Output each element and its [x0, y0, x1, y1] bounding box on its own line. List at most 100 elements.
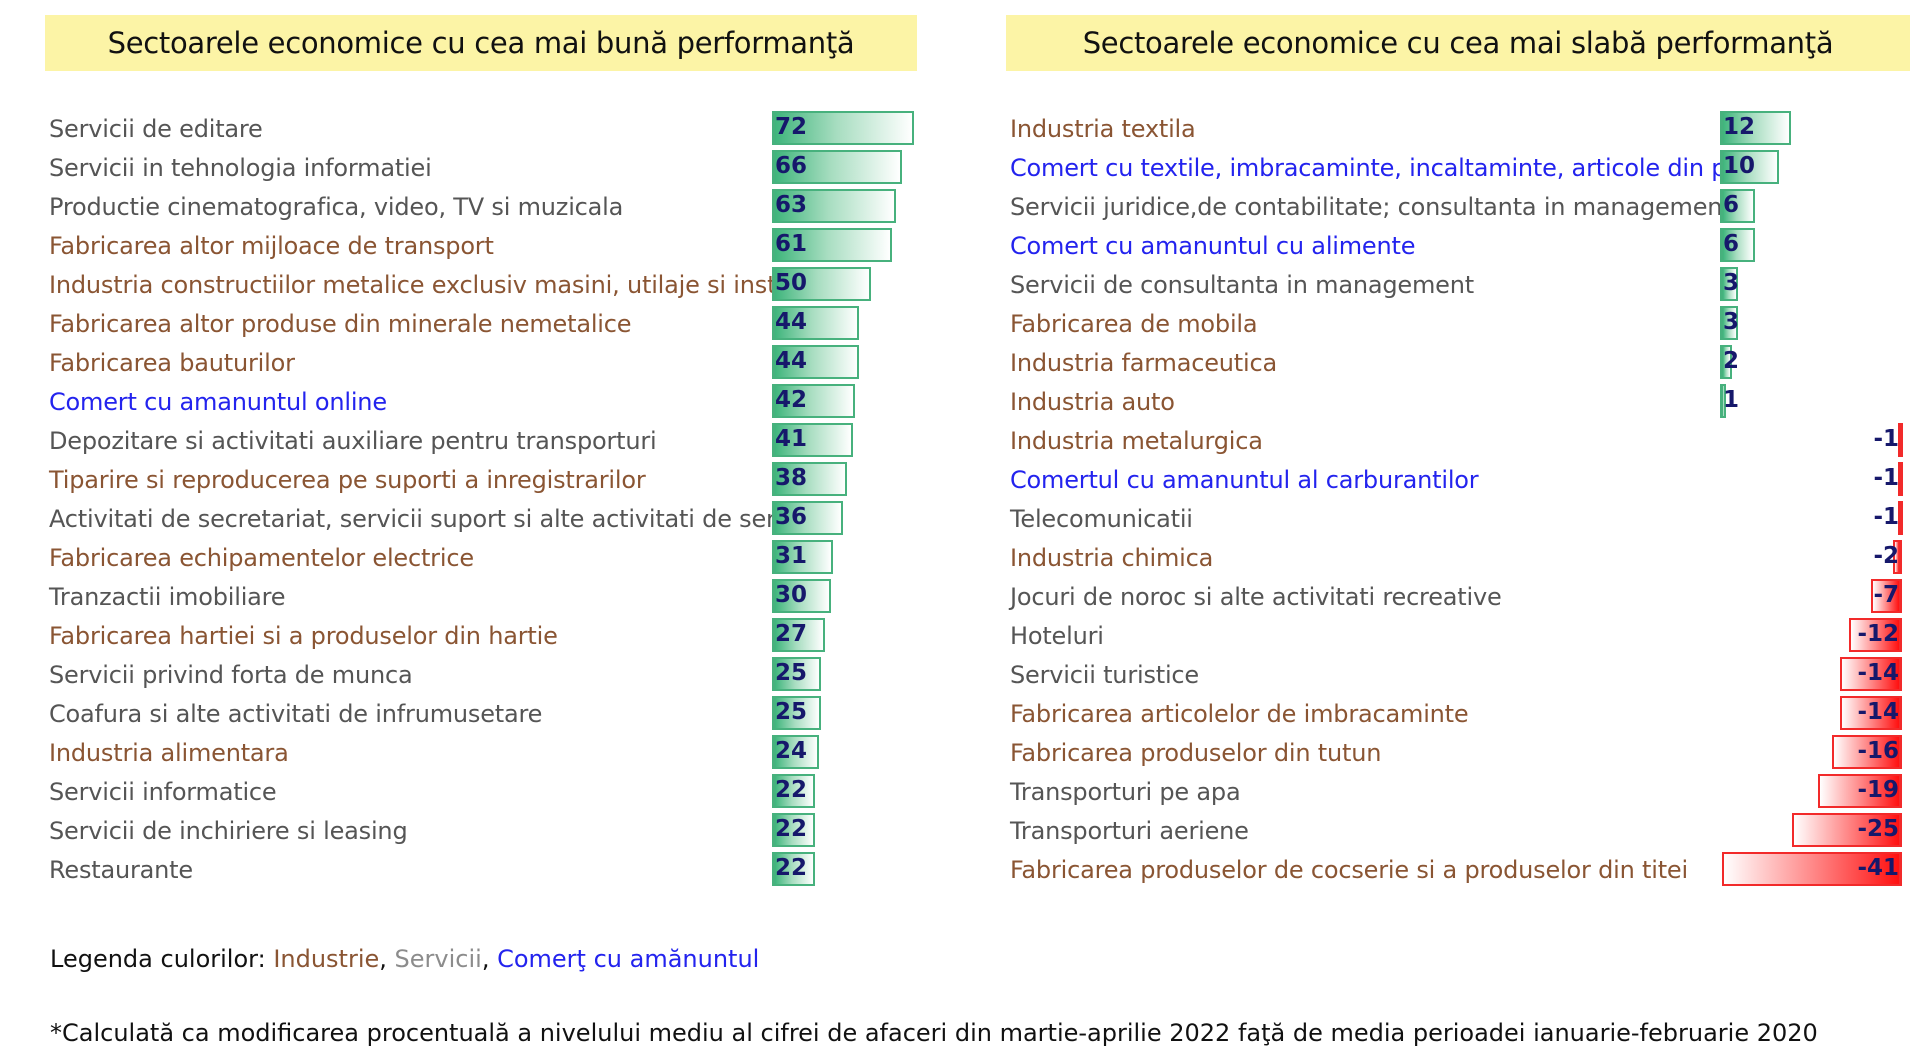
chart-row: Comert cu textile, imbracaminte, incalta…	[1006, 150, 1910, 189]
bar	[772, 423, 853, 457]
chart-row: Fabricarea altor mijloace de transport 61	[45, 228, 917, 267]
category-label: Fabricarea altor mijloace de transport	[49, 232, 494, 260]
category-label: Industria farmaceutica	[1010, 349, 1277, 377]
bar	[1720, 306, 1738, 340]
chart-row: Fabricarea produselor de cocserie si a p…	[1006, 852, 1910, 891]
chart-row: Servicii juridice,de contabilitate; cons…	[1006, 189, 1910, 228]
bar-value-label: -19	[1857, 777, 1899, 803]
bar	[772, 813, 816, 847]
chart-row: Productie cinematografica, video, TV si …	[45, 189, 917, 228]
bar-value-label: -14	[1857, 660, 1899, 686]
chart-row: Servicii informatice 22	[45, 774, 917, 813]
chart-row: Comert cu amanuntul cu alimente 6	[1006, 228, 1910, 267]
chart-row: Industria constructiilor metalice exclus…	[45, 267, 917, 306]
bar	[1831, 735, 1902, 769]
worst-performance-panel: Sectoarele economice cu cea mai slabă pe…	[1006, 15, 1910, 891]
category-label: Activitati de secretariat, servicii supo…	[49, 505, 823, 533]
category-label: Comert cu amanuntul cu alimente	[1010, 232, 1416, 260]
category-label: Productie cinematografica, video, TV si …	[49, 193, 624, 221]
category-label: Fabricarea hartiei si a produselor din h…	[49, 622, 558, 650]
bar-value-label: 22	[775, 816, 808, 842]
category-label: Comert cu amanuntul online	[49, 388, 387, 416]
bar	[1897, 501, 1903, 535]
category-label: Telecomunicatii	[1010, 505, 1193, 533]
bar	[772, 579, 832, 613]
chart-row: Industria textila 12	[1006, 111, 1910, 150]
category-label: Depozitare si activitati auxiliare pentr…	[49, 427, 657, 455]
chart-row: Transporturi aeriene -25	[1006, 813, 1910, 852]
bar-value-label: 2	[1723, 348, 1740, 374]
category-label: Comert cu textile, imbracaminte, incalta…	[1010, 154, 1769, 182]
bar-value-label: 6	[1723, 192, 1740, 218]
category-label: Industria alimentara	[49, 739, 289, 767]
worst-performance-title: Sectoarele economice cu cea mai slabă pe…	[1006, 15, 1910, 71]
legend-separator: ,	[379, 945, 395, 973]
chart-row: Fabricarea bauturilor 44	[45, 345, 917, 384]
bar-value-label: 72	[775, 114, 808, 140]
chart-row: Industria auto 1	[1006, 384, 1910, 423]
chart-row: Fabricarea altor produse din minerale ne…	[45, 306, 917, 345]
category-label: Restaurante	[49, 856, 193, 884]
bar	[1720, 228, 1756, 262]
bar	[772, 150, 903, 184]
bar-value-label: 63	[775, 192, 808, 218]
chart-row: Hoteluri -12	[1006, 618, 1910, 657]
category-label: Servicii in tehnologia informatiei	[49, 154, 432, 182]
bar	[1792, 813, 1902, 847]
chart-row: Activitati de secretariat, servicii supo…	[45, 501, 917, 540]
category-label: Servicii de inchiriere si leasing	[49, 817, 408, 845]
bar	[772, 618, 826, 652]
bar	[1871, 579, 1902, 613]
bar-value-label: 42	[775, 387, 808, 413]
bar	[772, 228, 893, 262]
bar-value-label: -25	[1857, 816, 1899, 842]
legend-prefix: Legenda culorilor:	[50, 945, 274, 973]
chart-row: Servicii de editare 72	[45, 111, 917, 150]
bar-value-label: -2	[1873, 543, 1899, 569]
legend-industrie: Industrie	[273, 945, 380, 973]
bar	[772, 540, 834, 574]
chart-row: Jocuri de noroc si alte activitati recre…	[1006, 579, 1910, 618]
bar	[1840, 657, 1902, 691]
bar-value-label: -12	[1857, 621, 1899, 647]
legend-comert: Comerţ cu amănuntul	[497, 945, 760, 973]
category-label: Industria textila	[1010, 115, 1196, 143]
bar-value-label: -1	[1873, 426, 1899, 452]
bar-value-label: 38	[775, 465, 808, 491]
bar-value-label: 25	[775, 699, 808, 725]
category-label: Hoteluri	[1010, 622, 1104, 650]
category-label: Servicii informatice	[49, 778, 277, 806]
bar-value-label: 61	[775, 231, 808, 257]
bar	[1897, 462, 1903, 496]
category-label: Servicii de consultanta in management	[1010, 271, 1474, 299]
bar	[1720, 189, 1756, 223]
bar	[1720, 345, 1732, 379]
bar-value-label: -14	[1857, 699, 1899, 725]
bar	[1720, 384, 1726, 418]
chart-row: Industria alimentara 24	[45, 735, 917, 774]
footnote: *Calculată ca modificarea procentuală a …	[50, 1019, 1818, 1047]
category-label: Fabricarea echipamentelor electrice	[49, 544, 474, 572]
chart-row: Coafura si alte activitati de infrumuset…	[45, 696, 917, 735]
bar-value-label: 3	[1723, 309, 1740, 335]
bar-value-label: 1	[1723, 387, 1740, 413]
bar-value-label: 10	[1723, 153, 1756, 179]
category-label: Servicii juridice,de contabilitate; cons…	[1010, 193, 1732, 221]
bar	[772, 657, 822, 691]
bar-value-label: 44	[775, 309, 808, 335]
bar	[772, 345, 859, 379]
bar-value-label: -41	[1857, 855, 1899, 881]
bar-value-label: 41	[775, 426, 808, 452]
bar	[772, 774, 816, 808]
chart-row: Industria metalurgica -1	[1006, 423, 1910, 462]
bar	[1840, 696, 1902, 730]
bar	[1897, 423, 1903, 457]
bar-value-label: 12	[1723, 114, 1756, 140]
bar-value-label: 6	[1723, 231, 1740, 257]
category-label: Transporturi pe apa	[1010, 778, 1241, 806]
best-performance-title: Sectoarele economice cu cea mai bună per…	[45, 15, 917, 71]
chart-row: Servicii turistice -14	[1006, 657, 1910, 696]
chart-row: Servicii de inchiriere si leasing 22	[45, 813, 917, 852]
category-label: Fabricarea altor produse din minerale ne…	[49, 310, 632, 338]
chart-row: Transporturi pe apa -19	[1006, 774, 1910, 813]
